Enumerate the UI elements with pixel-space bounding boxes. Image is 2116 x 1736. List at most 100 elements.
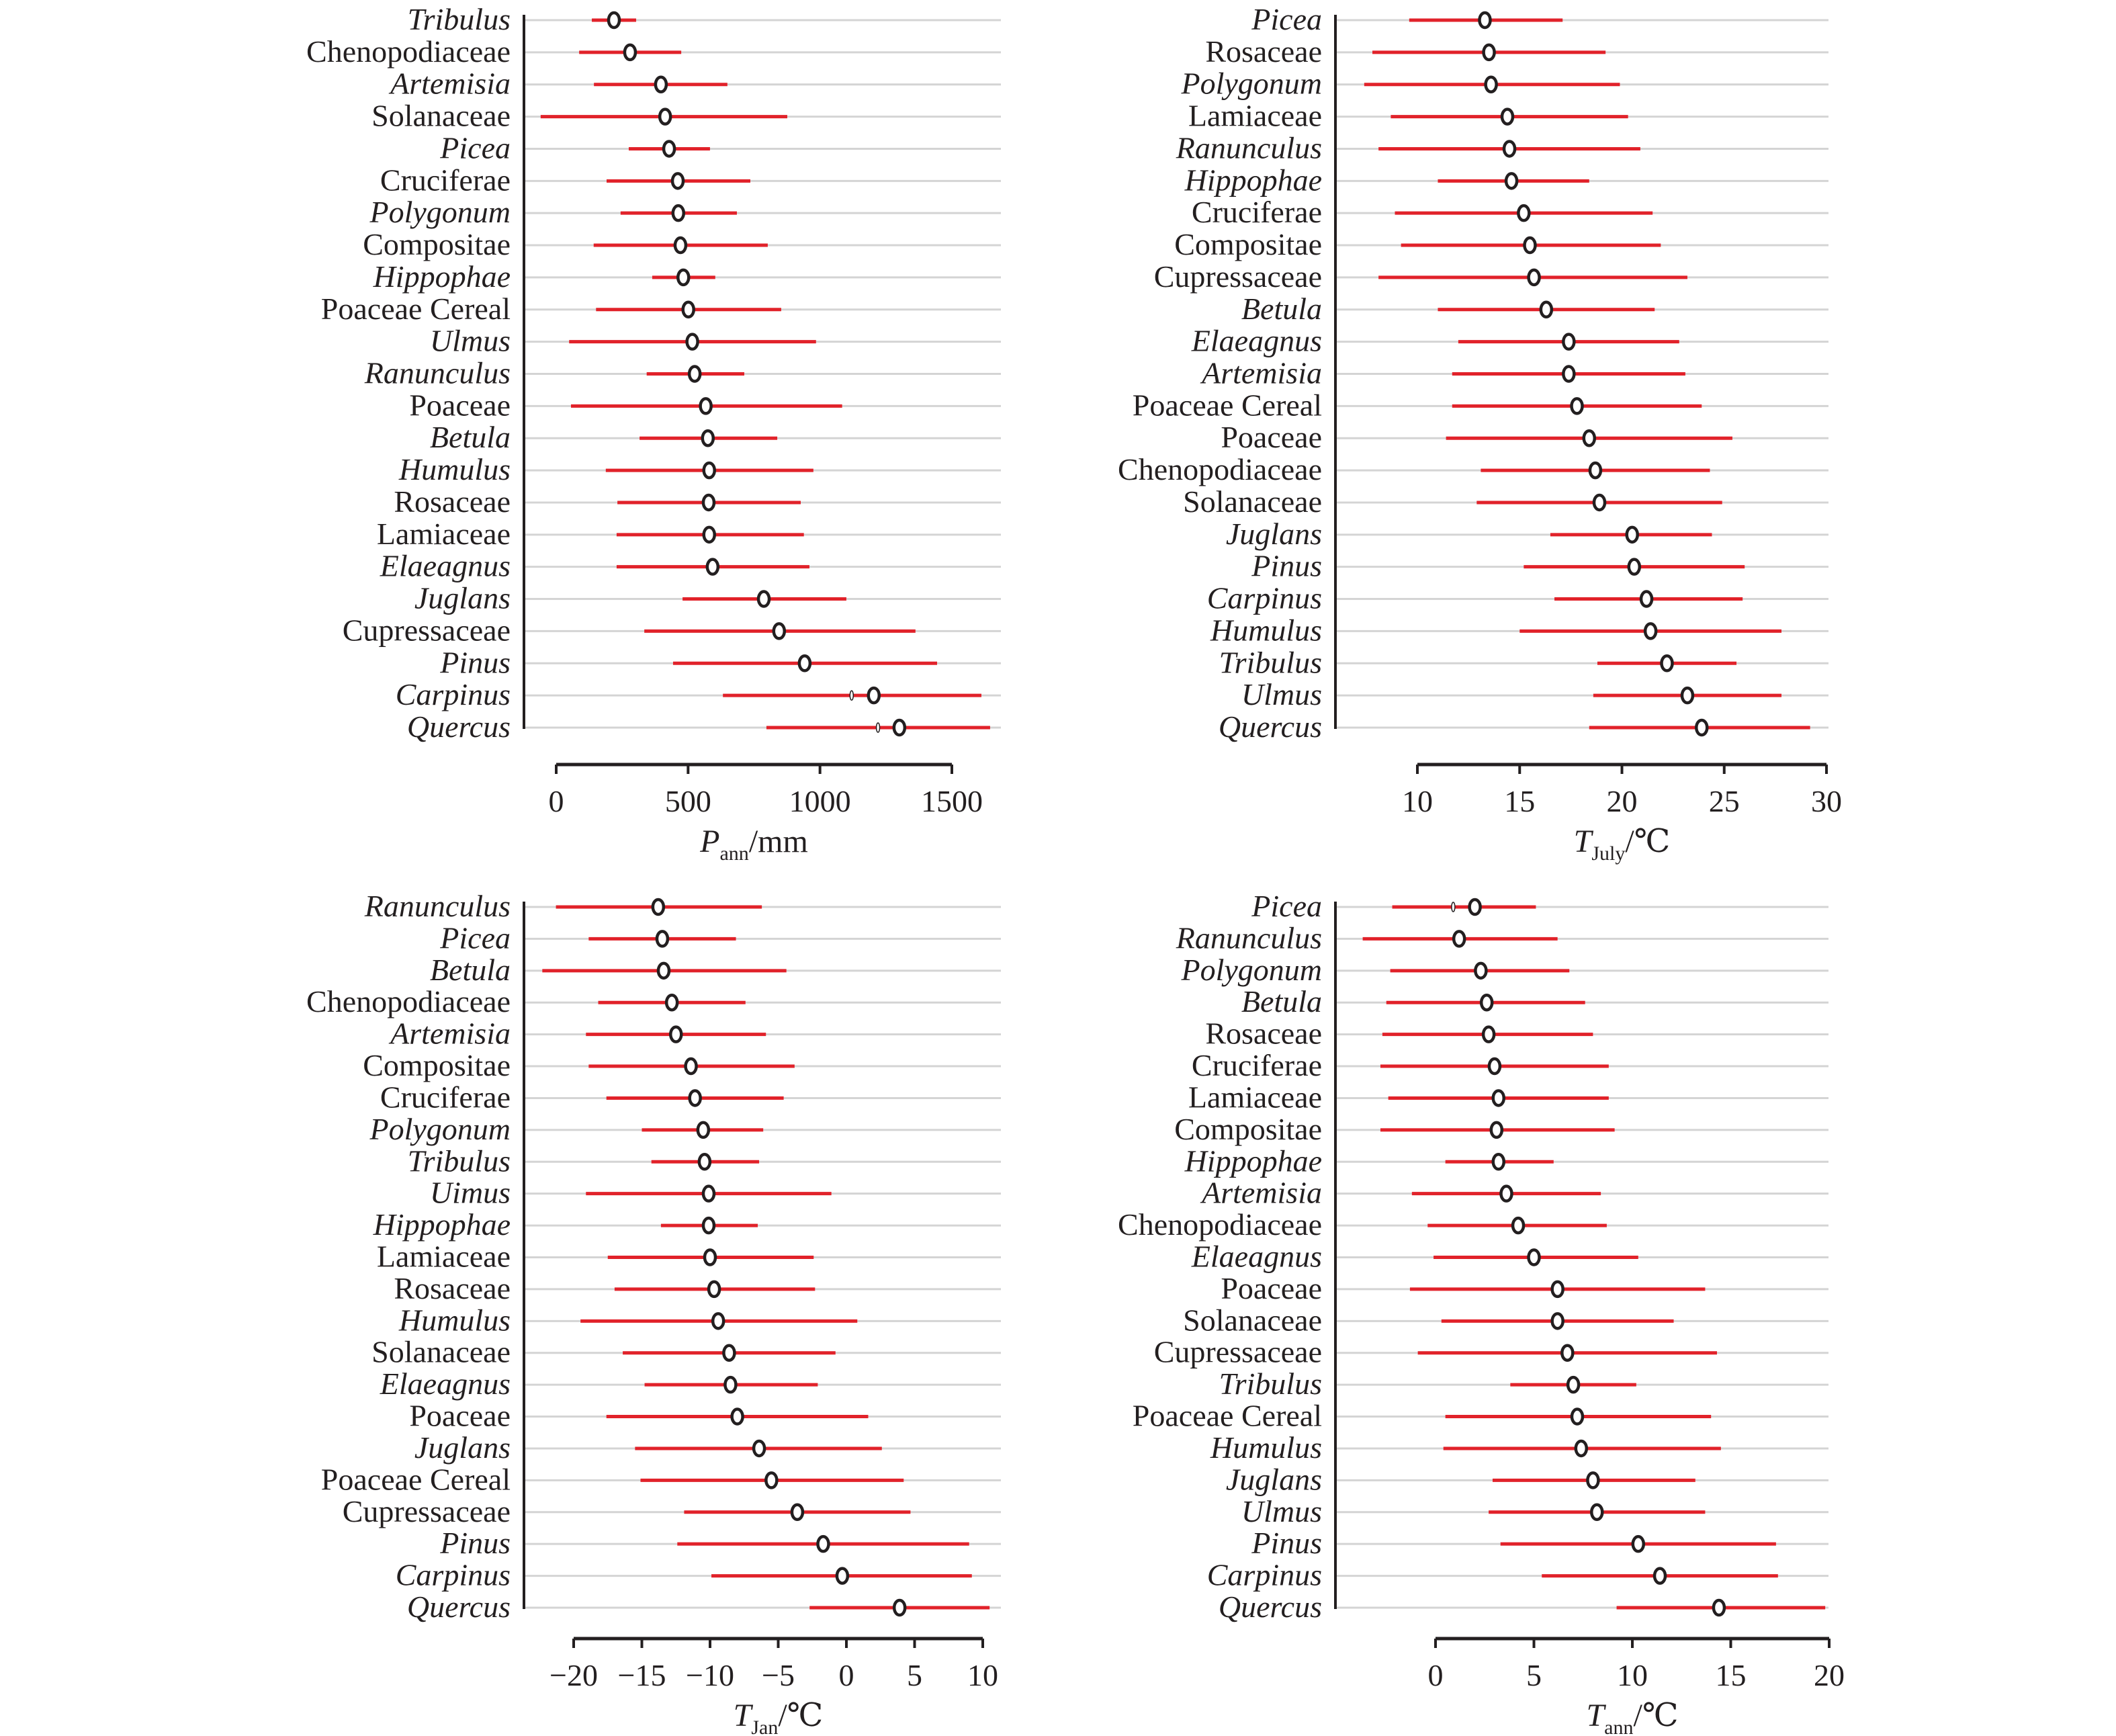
- taxon-label: Betula: [1241, 984, 1322, 1018]
- x-axis-title: TJuly/℃: [1574, 824, 1671, 865]
- mean-marker: [1712, 1598, 1726, 1617]
- taxon-label: Poaceae Cereal: [321, 1462, 511, 1496]
- taxon-label: Cupressaceae: [343, 1494, 511, 1528]
- taxon-row: Carpinus: [1207, 581, 1828, 615]
- taxon-row: Carpinus: [396, 1558, 1001, 1592]
- taxon-label: Ranunculus: [1176, 920, 1322, 955]
- x-axis-title-symbol: T: [1574, 824, 1594, 859]
- taxon-label: Betula: [430, 953, 511, 987]
- taxon-row: Rosaceae: [394, 484, 1001, 519]
- x-axis-title-subscript: Jan: [751, 1717, 778, 1736]
- taxon-row: Elaeagnus: [1191, 1240, 1828, 1274]
- taxon-label: Cupressaceae: [343, 613, 511, 647]
- taxon-row: Betula: [1241, 292, 1828, 326]
- taxon-row: Chenopodiaceae: [1118, 452, 1828, 486]
- taxon-row: Tribulus: [408, 2, 1001, 36]
- taxon-row: Poaceae Cereal: [321, 1462, 1001, 1496]
- taxon-label: Picea: [1251, 2, 1322, 36]
- mean-marker: [892, 1598, 907, 1617]
- taxon-label: Cruciferae: [1192, 195, 1322, 229]
- panel-1: TribulusChenopodiaceaeArtemisiaSolanacea…: [306, 2, 1001, 865]
- taxon-row: Uimus: [430, 1176, 1001, 1210]
- x-tick-label: 10: [967, 1658, 998, 1692]
- mean-marker: [790, 1503, 805, 1522]
- panel-3: RanunculusPiceaBetulaChenopodiaceaeArtem…: [306, 889, 1001, 1736]
- taxon-row: Cupressaceae: [343, 1494, 1001, 1528]
- mean-marker: [658, 107, 672, 126]
- taxon-label: Pinus: [1251, 1526, 1322, 1560]
- taxon-label: Picea: [439, 130, 511, 165]
- mean-marker: [670, 172, 685, 190]
- mean-marker: [1517, 204, 1531, 222]
- mean-marker: [656, 961, 671, 980]
- x-tick-label: −5: [762, 1658, 795, 1692]
- taxon-label: Humulus: [1210, 613, 1322, 647]
- taxon-label: Solanaceae: [371, 1335, 511, 1369]
- taxon-label: Cupressaceae: [1154, 1335, 1322, 1369]
- taxon-row: Carpinus: [396, 677, 1001, 711]
- taxon-row: Betula: [430, 953, 1001, 987]
- mean-marker: [1570, 397, 1584, 415]
- x-axis-title-subscript: ann: [1604, 1717, 1633, 1736]
- mean-marker: [1539, 300, 1554, 319]
- mean-marker: [752, 1439, 766, 1458]
- x-axis-title: Pann/mm: [699, 824, 808, 865]
- x-axis-title: TJan/℃: [734, 1698, 824, 1736]
- taxon-label: Hippophae: [373, 259, 511, 294]
- taxon-label: Tribulus: [1219, 645, 1322, 679]
- taxon-row: Poaceae: [1221, 420, 1828, 454]
- mean-marker: [1484, 75, 1498, 93]
- mean-marker: [687, 365, 702, 383]
- mean-marker: [723, 1375, 738, 1394]
- taxon-row: Compositae: [363, 227, 1001, 261]
- taxon-row: Lamiaceae: [1188, 99, 1828, 133]
- taxon-label: Lamiaceae: [1188, 99, 1322, 133]
- taxon-row: Picea: [1251, 2, 1828, 36]
- taxon-row: Poaceae: [409, 1399, 1001, 1433]
- x-axis-title-unit: /℃: [1634, 1698, 1679, 1733]
- taxon-label: Carpinus: [1207, 1558, 1322, 1592]
- mean-marker: [1562, 365, 1576, 383]
- mean-marker: [1590, 1503, 1604, 1522]
- taxon-label: Lamiaceae: [377, 1240, 511, 1274]
- taxon-label: Juglans: [414, 581, 511, 615]
- x-axis-title-symbol: P: [699, 824, 719, 859]
- x-tick-label: 15: [1716, 1658, 1747, 1692]
- taxon-label: Betula: [1241, 292, 1322, 326]
- taxon-row: Polygonum: [369, 195, 1001, 229]
- x-tick-label: 20: [1814, 1658, 1845, 1692]
- taxon-label: Elaeagnus: [380, 549, 511, 583]
- mean-marker: [1504, 172, 1519, 190]
- taxon-label: Hippophae: [1184, 163, 1322, 197]
- mean-marker: [1491, 1089, 1506, 1107]
- taxon-row: Ulmus: [1241, 1494, 1828, 1528]
- taxon-label: Compositae: [1174, 1112, 1322, 1146]
- taxon-label: Polygonum: [369, 195, 511, 229]
- mean-marker: [772, 622, 787, 640]
- mean-marker: [892, 718, 907, 737]
- x-tick-label: 5: [1526, 1658, 1542, 1692]
- mean-marker: [1452, 930, 1466, 948]
- taxon-row: Artemisia: [388, 1016, 1001, 1051]
- taxon-label: Quercus: [1219, 1590, 1322, 1624]
- mean-marker: [701, 493, 716, 512]
- taxon-row: Ranunculus: [364, 889, 1001, 923]
- taxon-row: Ranunculus: [1176, 130, 1828, 165]
- taxon-row: Poaceae Cereal: [321, 292, 1001, 326]
- taxon-row: Cruciferae: [380, 1080, 1001, 1114]
- taxon-row: Artemisia: [388, 67, 1001, 101]
- mean-marker: [671, 204, 686, 222]
- taxon-label: Chenopodiaceae: [306, 34, 511, 69]
- x-axis-title-unit: /mm: [749, 824, 808, 859]
- taxon-label: Uimus: [430, 1176, 511, 1210]
- taxon-label: Solanaceae: [371, 99, 511, 133]
- taxon-label: Pinus: [1251, 549, 1322, 583]
- mean-marker: [797, 654, 812, 672]
- taxon-label: Poaceae Cereal: [1133, 388, 1322, 422]
- mean-marker: [702, 525, 716, 544]
- mean-marker: [699, 397, 713, 415]
- taxon-label: Chenopodiaceae: [1118, 1207, 1322, 1242]
- taxon-label: Ranunculus: [364, 889, 511, 923]
- mean-marker: [1680, 686, 1695, 705]
- mean-marker: [1499, 1184, 1513, 1203]
